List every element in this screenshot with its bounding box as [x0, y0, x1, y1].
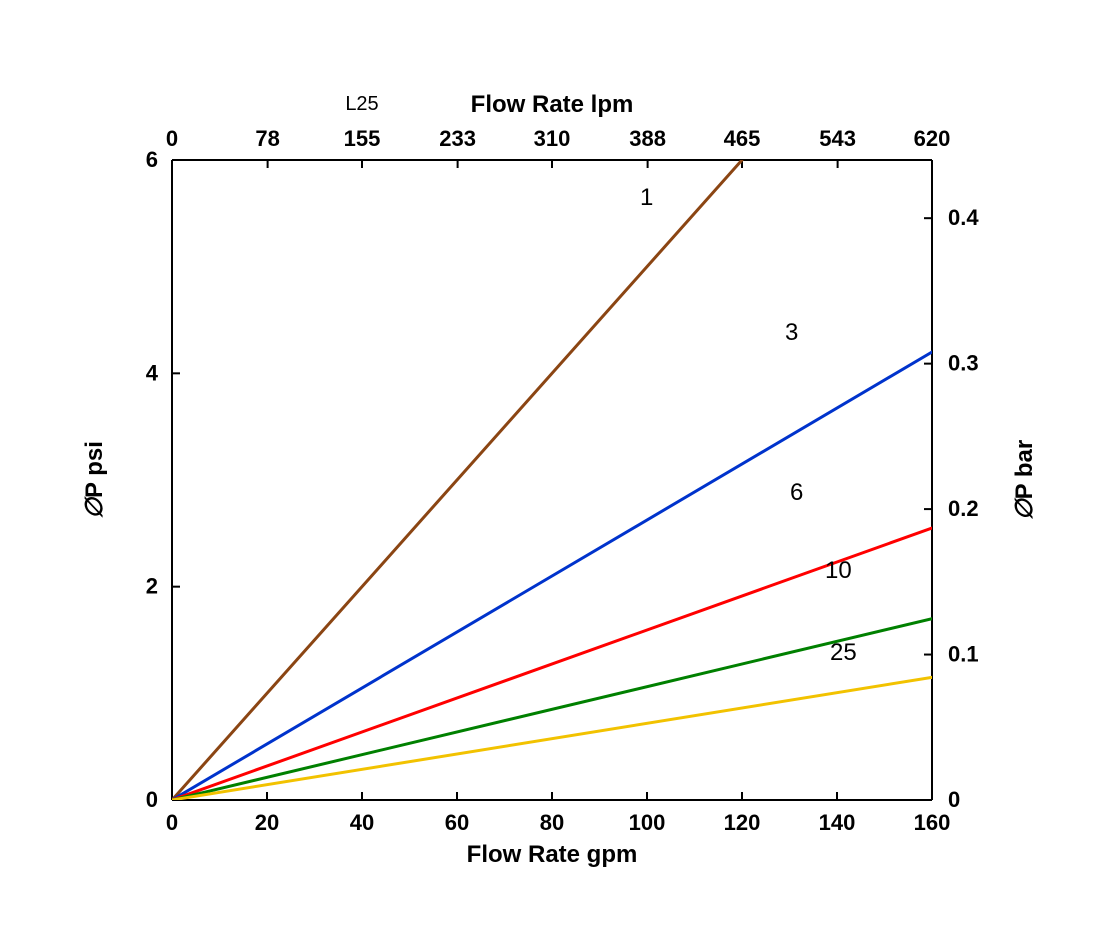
y-right-axis-title: ∅P bar: [1011, 440, 1038, 521]
x-bottom-tick-label: 60: [445, 810, 469, 835]
y-left-tick-label: 4: [146, 360, 159, 385]
y-left-tick-label: 2: [146, 574, 158, 599]
x-top-tick-label: 388: [629, 126, 666, 151]
x-top-tick-label: 78: [255, 126, 279, 151]
y-left-tick-label: 0: [146, 787, 158, 812]
x-bottom-tick-label: 140: [819, 810, 856, 835]
x-top-tick-label: 465: [724, 126, 761, 151]
x-bottom-tick-label: 100: [629, 810, 666, 835]
y-right-tick-label: 0: [948, 787, 960, 812]
y-right-tick-label: 0.3: [948, 351, 979, 376]
x-bottom-axis-title: Flow Rate gpm: [467, 841, 638, 868]
x-top-tick-label: 543: [819, 126, 856, 151]
x-bottom-tick-label: 160: [914, 810, 951, 835]
series-label-10: 10: [825, 557, 852, 584]
y-left-axis-title: ∅P psi: [81, 441, 108, 519]
x-top-tick-label: 0: [166, 126, 178, 151]
x-bottom-tick-label: 120: [724, 810, 761, 835]
x-bottom-tick-label: 80: [540, 810, 564, 835]
x-top-tick-label: 310: [534, 126, 571, 151]
y-right-tick-label: 0.4: [948, 205, 979, 230]
series-label-3: 3: [785, 319, 798, 346]
y-right-tick-label: 0.1: [948, 642, 979, 667]
x-bottom-tick-label: 40: [350, 810, 374, 835]
x-top-tick-label: 620: [914, 126, 951, 151]
pressure-drop-chart: 020406080100120140160Flow Rate gpm078155…: [0, 0, 1094, 928]
x-top-tick-label: 155: [344, 126, 381, 151]
chart-annotation-label: L25: [345, 93, 378, 115]
x-bottom-tick-label: 0: [166, 810, 178, 835]
x-top-tick-label: 233: [439, 126, 476, 151]
series-label-6: 6: [790, 479, 803, 506]
series-label-25: 25: [830, 639, 857, 666]
y-left-tick-label: 6: [146, 147, 158, 172]
x-bottom-tick-label: 20: [255, 810, 279, 835]
y-right-tick-label: 0.2: [948, 496, 979, 521]
series-label-1: 1: [640, 184, 653, 211]
x-top-axis-title: Flow Rate lpm: [471, 91, 634, 118]
